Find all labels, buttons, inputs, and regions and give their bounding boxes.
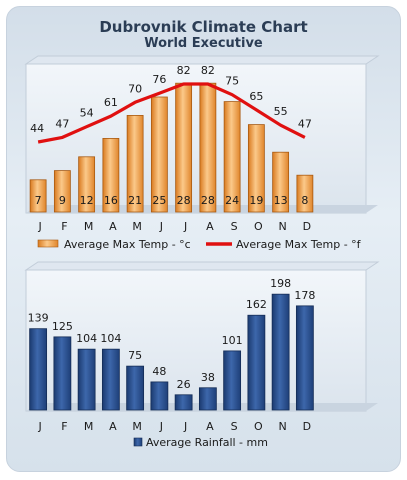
temp-c-bar <box>150 96 168 213</box>
temp-c-bar <box>29 179 47 213</box>
temp-c-data-label: 7 <box>35 194 42 207</box>
rain-data-label: 75 <box>128 349 142 362</box>
rain-bar <box>77 348 96 411</box>
x-tick-label-temp: J <box>159 220 163 233</box>
x-tick-label-rain: F <box>61 420 67 433</box>
temp-f-data-label: 76 <box>152 73 166 86</box>
temp-c-data-label: 9 <box>59 194 66 207</box>
temp-f-data-label: 47 <box>55 117 69 130</box>
temp-f-data-label: 75 <box>225 75 239 88</box>
legend-label-rain: Average Rainfall - mm <box>146 436 268 449</box>
legend-label-temp-f: Average Max Temp - °f <box>236 238 362 251</box>
temp-c-data-label: 12 <box>80 194 94 207</box>
temp-f-data-label: 70 <box>128 82 142 95</box>
temp-c-bar <box>247 124 265 213</box>
temp-c-data-label: 19 <box>249 194 263 207</box>
temp-c-data-label: 24 <box>225 194 239 207</box>
rain-data-label: 38 <box>201 371 215 384</box>
temp-c-bar <box>199 82 217 213</box>
temp-f-data-label: 55 <box>274 105 288 118</box>
plot-top-face-rain <box>24 261 380 271</box>
temp-c-bar <box>296 174 314 213</box>
temp-f-data-label: 65 <box>249 90 263 103</box>
temp-c-data-label: 8 <box>301 194 308 207</box>
rain-bar <box>174 394 193 411</box>
rain-data-label: 104 <box>76 332 97 345</box>
x-tick-label-rain: A <box>109 420 117 433</box>
temp-c-bar <box>102 137 120 213</box>
x-tick-label-rain: N <box>279 420 287 433</box>
x-tick-label-temp: A <box>206 220 214 233</box>
x-tick-label-temp: S <box>231 220 238 233</box>
rain-bar <box>271 293 290 411</box>
temp-c-bar <box>53 170 71 213</box>
temp-f-data-label: 44 <box>30 122 44 135</box>
rain-bar <box>53 336 72 411</box>
x-tick-label-rain: J <box>183 420 187 433</box>
x-tick-label-temp: D <box>303 220 311 233</box>
rain-data-label: 104 <box>100 332 121 345</box>
x-tick-label-rain: J <box>38 420 42 433</box>
temp-f-data-label: 54 <box>80 107 94 120</box>
x-tick-label-temp: O <box>254 220 263 233</box>
x-tick-label-temp: N <box>279 220 287 233</box>
x-tick-label-temp: J <box>183 220 187 233</box>
temp-f-data-label: 61 <box>104 96 118 109</box>
legend-swatch-temp-c <box>37 239 59 248</box>
x-tick-label-temp: M <box>84 220 94 233</box>
x-tick-label-temp: A <box>109 220 117 233</box>
x-tick-label-temp: M <box>132 220 142 233</box>
temp-f-data-label: 47 <box>298 117 312 130</box>
legend-label-temp-c: Average Max Temp - °c <box>64 238 191 251</box>
temp-f-data-label: 82 <box>201 64 215 77</box>
plot-area-temp <box>25 63 367 214</box>
temp-c-bar <box>126 115 144 213</box>
chart-title: Dubrovnik Climate Chart <box>99 18 308 36</box>
rain-bar <box>150 381 169 411</box>
x-tick-label-temp: F <box>61 220 67 233</box>
temp-c-bar <box>175 82 193 213</box>
legend-swatch-rain <box>133 437 143 447</box>
rain-data-label: 162 <box>246 298 267 311</box>
rain-data-label: 125 <box>52 320 73 333</box>
rain-data-label: 26 <box>177 378 191 391</box>
temp-c-data-label: 13 <box>274 194 288 207</box>
rain-bar <box>101 348 120 411</box>
rain-bar <box>198 387 217 411</box>
temp-f-data-label: 82 <box>177 64 191 77</box>
chart-subtitle: World Executive <box>144 36 263 51</box>
plot-top-face-temp <box>24 55 380 65</box>
temp-c-data-label: 21 <box>128 194 142 207</box>
x-tick-label-rain: M <box>132 420 142 433</box>
temp-c-data-label: 25 <box>152 194 166 207</box>
temp-c-bar <box>78 156 96 213</box>
rain-data-label: 178 <box>294 289 315 302</box>
temp-c-bar <box>223 101 241 213</box>
temp-c-data-label: 28 <box>177 194 191 207</box>
x-tick-label-rain: S <box>231 420 238 433</box>
x-tick-label-rain: O <box>254 420 263 433</box>
rain-data-label: 101 <box>222 334 243 347</box>
x-tick-label-temp: J <box>38 220 42 233</box>
rain-bar <box>295 305 314 411</box>
rain-data-label: 139 <box>28 312 49 325</box>
rain-bar <box>247 314 266 411</box>
temp-c-data-label: 28 <box>201 194 215 207</box>
temp-c-bar <box>272 151 290 213</box>
rain-data-label: 48 <box>152 365 166 378</box>
temp-f-line <box>37 82 306 144</box>
rain-bar <box>223 350 242 411</box>
rain-bar <box>126 365 145 411</box>
rain-data-label: 198 <box>270 277 291 290</box>
x-tick-label-rain: D <box>303 420 311 433</box>
x-tick-label-rain: M <box>84 420 94 433</box>
x-tick-label-rain: J <box>159 420 163 433</box>
x-tick-label-rain: A <box>206 420 214 433</box>
temp-c-data-label: 16 <box>104 194 118 207</box>
chart-header: Dubrovnik Climate Chart World Executive <box>0 18 407 52</box>
rain-bar <box>29 328 48 411</box>
